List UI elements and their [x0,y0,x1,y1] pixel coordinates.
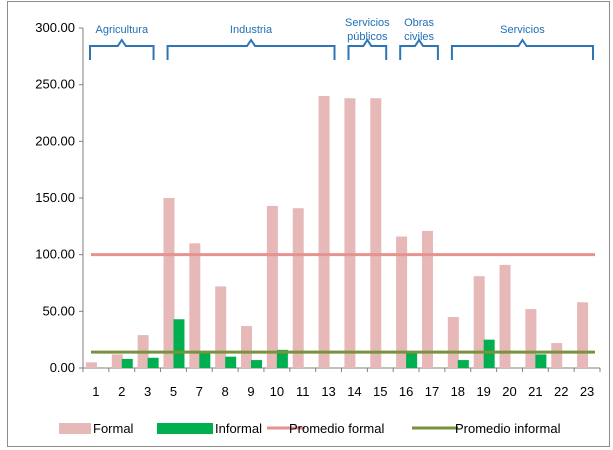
bar-formal [85,362,97,368]
bar-formal [525,309,537,368]
bar-informal [225,356,237,368]
legend: Formal Informal Promedio formal Promedio in… [59,421,561,436]
chart-frame [7,1,610,447]
bar-formal [163,198,175,368]
x-tick-label: 16 [399,384,413,399]
x-tick-label: 9 [247,384,254,399]
bar-formal [318,96,330,368]
sector-label-line: públicos [347,31,388,43]
x-tick-label: 18 [451,384,465,399]
sector-bracket [89,38,155,60]
bar-formal [421,230,433,368]
sector-label-line: Obras [404,17,434,29]
y-tick-label: 250.00 [35,77,75,92]
x-tick-label: 11 [296,384,310,399]
legend-label-formal: Formal [93,421,134,436]
bar-formal [577,302,589,368]
x-tick-label: 21 [528,384,542,399]
bar-formal [111,354,123,368]
legend-label-promedio-formal: Promedio formal [289,421,384,436]
y-tick-label: 100.00 [35,247,75,262]
bar-formal [215,286,227,368]
legend-label-promedio-informal: Promedio informal [455,421,561,436]
bar-formal [266,205,278,368]
bar-informal [173,319,185,368]
x-tick-label: 14 [347,384,361,399]
bars [85,96,589,369]
sector-label-line: Servicios [345,17,390,29]
bar-formal [396,236,408,368]
x-tick-label: 15 [373,384,387,399]
x-tick-label: 20 [502,384,516,399]
y-tick-label: 0.00 [50,360,75,375]
x-tick-label: 13 [321,384,335,399]
bar-formal [241,326,253,368]
x-tick-label: 5 [170,384,177,399]
x-tick-label: 22 [554,384,568,399]
bar-informal [406,353,418,368]
bar-informal [483,339,495,368]
x-tick-label: 17 [425,384,439,399]
sector-bracket [399,38,439,60]
sector-bracket [166,38,336,60]
sector-label: Servicios públicos [345,17,390,43]
bar-formal [344,98,356,369]
sector-bracket [450,38,594,60]
sector-label: Industria [230,24,273,36]
sector-bracket [347,38,388,60]
legend-swatch-formal [59,423,91,434]
x-tick-label: 3 [144,384,151,399]
bar-informal [276,349,288,368]
bar-formal [499,264,511,368]
bar-formal [292,208,304,368]
bar-formal [473,276,485,368]
x-tick-label: 8 [222,384,229,399]
x-tick-label: 23 [580,384,594,399]
axes: 0.00 50.00 100.00 150.00 200.00 250.00 300.00 1… [35,20,601,399]
bar-formal [551,343,563,368]
bar-formal [370,98,382,369]
sector-label: Obras civiles [404,17,434,43]
reference-lines [91,253,595,354]
legend-swatch-informal [157,423,213,434]
x-tick-label: 10 [270,384,284,399]
legend-label-informal: Informal [215,421,262,436]
x-tick-label: 2 [118,384,125,399]
bar-informal [147,357,159,368]
sector-label-line: civiles [404,31,434,43]
sector-brackets: Agricultura Industria Servicios públicos Obr… [89,17,594,60]
y-tick-label: 150.00 [35,190,75,205]
x-tick-label: 19 [476,384,490,399]
bar-informal [535,354,547,368]
x-tick-label: 1 [92,384,99,399]
y-tick-label: 300.00 [35,20,75,35]
x-tick-label: 7 [196,384,203,399]
bar-formal [189,243,201,368]
bar-informal [121,358,133,368]
sector-label: Agricultura [95,24,148,36]
y-tick-label: 50.00 [42,303,75,318]
bar-informal [199,352,211,368]
sector-label: Servicios [500,24,545,36]
bar-formal [447,317,459,368]
y-tick-label: 200.00 [35,133,75,148]
bar-informal [457,360,469,368]
bar-informal [251,360,263,368]
